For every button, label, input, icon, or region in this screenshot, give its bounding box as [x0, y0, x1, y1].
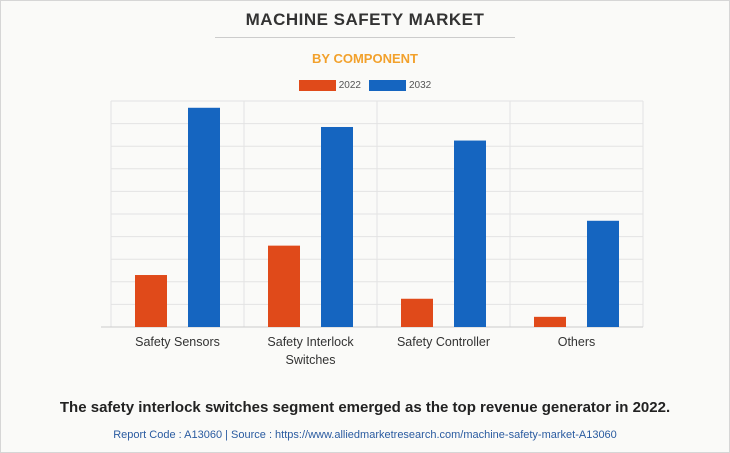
- x-tick-label-line: Others: [558, 335, 596, 349]
- x-tick-label: Safety Controller: [397, 335, 490, 349]
- bar-2022-0: [135, 275, 167, 327]
- bar-2032-0: [188, 107, 220, 327]
- bar-2022-2: [401, 298, 433, 327]
- legend-item-2022: 2022: [298, 80, 361, 91]
- title-divider: [215, 37, 515, 38]
- x-tick-label-line: Safety Sensors: [135, 335, 220, 349]
- chart-caption: The safety interlock switches segment em…: [59, 399, 671, 416]
- legend-label-2032: 2032: [409, 80, 432, 91]
- x-tick-label: Safety Sensors: [135, 335, 220, 349]
- bar-2032-3: [587, 220, 619, 327]
- legend-label-2022: 2022: [338, 80, 361, 91]
- legend-swatch-2022: [298, 80, 336, 91]
- bar-2032-1: [321, 126, 353, 328]
- source-footer: Report Code : A13060 | Source : https://…: [113, 429, 617, 441]
- bar-2032-2: [454, 140, 486, 327]
- legend: 2022 2032: [0, 80, 730, 91]
- legend-item-2032: 2032: [369, 80, 431, 91]
- legend-swatch-2032: [369, 80, 406, 91]
- x-tick-label-line: Safety Interlock: [267, 335, 354, 349]
- bar-2022-3: [534, 316, 566, 327]
- x-tick-label: Safety Interlock Switches: [267, 335, 354, 367]
- x-tick-label-line: Switches: [285, 353, 335, 367]
- x-tick-label: Others: [558, 335, 596, 349]
- bar-2022-1: [268, 245, 300, 327]
- chart-title: MACHINE SAFETY MARKET: [245, 10, 485, 29]
- x-tick-label-line: Safety Controller: [397, 335, 490, 349]
- chart-subtitle: BY COMPONENT: [312, 51, 418, 66]
